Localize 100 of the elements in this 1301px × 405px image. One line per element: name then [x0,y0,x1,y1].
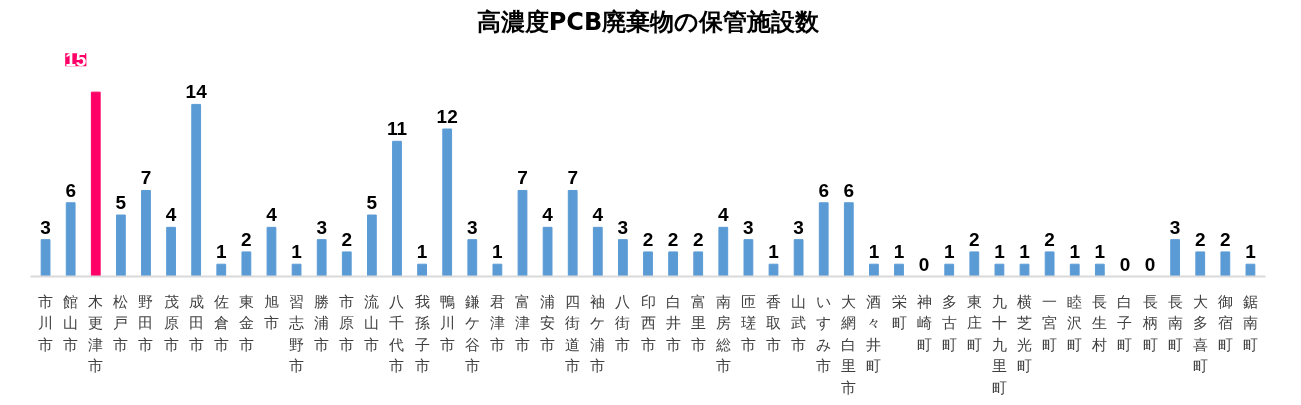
x-tick-label: 茂原市 [163,292,179,354]
data-label: 14 [185,81,208,103]
bar [115,214,126,277]
x-tick-label: 栄町 [891,292,907,333]
data-label: 3 [316,216,327,238]
bar [341,251,352,277]
data-label: 2 [969,228,980,250]
bar [969,251,980,277]
data-label: 7 [517,167,528,189]
x-tick-label: 九十九里町 [991,292,1007,397]
bar [191,103,202,277]
x-tick-label: 館山市 [63,292,79,354]
data-label: 2 [1194,228,1206,250]
data-label: 4 [266,204,278,226]
bar [166,226,176,277]
x-tick-label: 市原市 [339,292,355,354]
x-tick-label: 御宿町 [1217,292,1233,354]
data-label: 2 [1220,228,1231,250]
data-label: 6 [65,179,76,201]
bar [1019,263,1030,277]
x-tick-label: 大多喜町 [1192,292,1208,376]
x-tick-label: 我孫子市 [414,292,430,376]
data-label: 1 [768,241,780,263]
x-tick-label: 香取市 [766,292,782,354]
bar [241,251,252,277]
data-label: 1 [1094,241,1106,263]
x-tick-label: 習志野市 [289,292,305,376]
bar [316,239,327,277]
x-tick-label: 市川市 [38,292,54,354]
x-tick-label: 大網白里市 [840,292,857,397]
data-label: 1 [1245,241,1257,263]
x-tick-label: 東金市 [238,292,254,354]
data-label: 3 [617,216,629,238]
x-tick-label: 四街道市 [565,292,581,376]
x-tick-label: 横芝光町 [1017,292,1033,376]
data-label: 5 [366,192,378,214]
data-label: 1 [215,241,227,263]
bar [216,263,227,277]
bar [994,263,1005,277]
x-tick-label: 印西市 [640,292,656,354]
data-label: 1 [1069,241,1081,263]
bar [944,263,955,277]
x-tick-label: 鎌ケ谷市 [464,292,480,376]
data-label: 2 [692,228,704,250]
data-label: 1 [893,241,905,263]
data-label: 1 [291,241,303,263]
x-tick-label: 山武市 [791,292,807,354]
bar [442,128,453,277]
bar [894,263,904,277]
data-label: 6 [818,179,830,201]
x-tick-label: いすみ市 [816,292,832,376]
x-tick-label: 勝浦市 [314,292,330,354]
data-label: 4 [718,204,730,226]
bar [567,189,578,277]
bar [618,239,628,277]
data-label: 6 [843,179,855,201]
data-label: 1 [416,241,428,263]
bar [542,226,553,277]
data-label: 1 [1019,241,1031,263]
bar [1044,251,1055,277]
x-tick-label: 睦沢町 [1067,292,1083,354]
bar [1094,263,1105,277]
x-tick-label: 佐倉市 [213,292,229,354]
bar [65,202,76,277]
data-label: 5 [115,192,127,214]
chart-title: 高濃度PCB廃棄物の保管施設数 [476,7,821,36]
data-label: 7 [567,167,578,189]
data-label: 3 [467,216,478,238]
data-label: 12 [436,106,458,127]
bar [592,226,603,277]
x-tick-label: 一宮町 [1042,292,1058,354]
data-label: 0 [1119,253,1131,275]
x-tick-label: 浦安市 [540,292,556,354]
bar [818,202,829,277]
x-tick-label: 君津市 [489,292,505,354]
x-tick-label: 多古町 [941,292,957,354]
x-tick-label: 長柄町 [1141,292,1158,354]
data-label: 2 [667,228,679,250]
x-tick-label: 匝瑳市 [740,292,756,354]
data-label: 1 [492,241,504,263]
bar [291,263,302,277]
data-label: 1 [943,241,955,263]
data-label: 11 [386,118,408,140]
bar [417,263,427,277]
data-label: 3 [40,216,51,238]
x-tick-label: 白子町 [1117,292,1133,354]
data-label: 3 [743,216,754,238]
bar [1170,239,1181,277]
data-label: 3 [793,216,804,238]
data-label: 7 [140,167,152,189]
data-label: 2 [642,228,654,250]
bar [90,91,101,277]
bar [693,251,704,277]
bar [743,239,754,277]
bar [793,239,804,277]
bar [843,202,854,277]
x-tick-label: 東庄町 [966,292,982,354]
x-tick-label: 長南町 [1167,292,1183,354]
x-tick-label: 鋸南町 [1242,292,1258,354]
data-label: 2 [241,228,252,250]
